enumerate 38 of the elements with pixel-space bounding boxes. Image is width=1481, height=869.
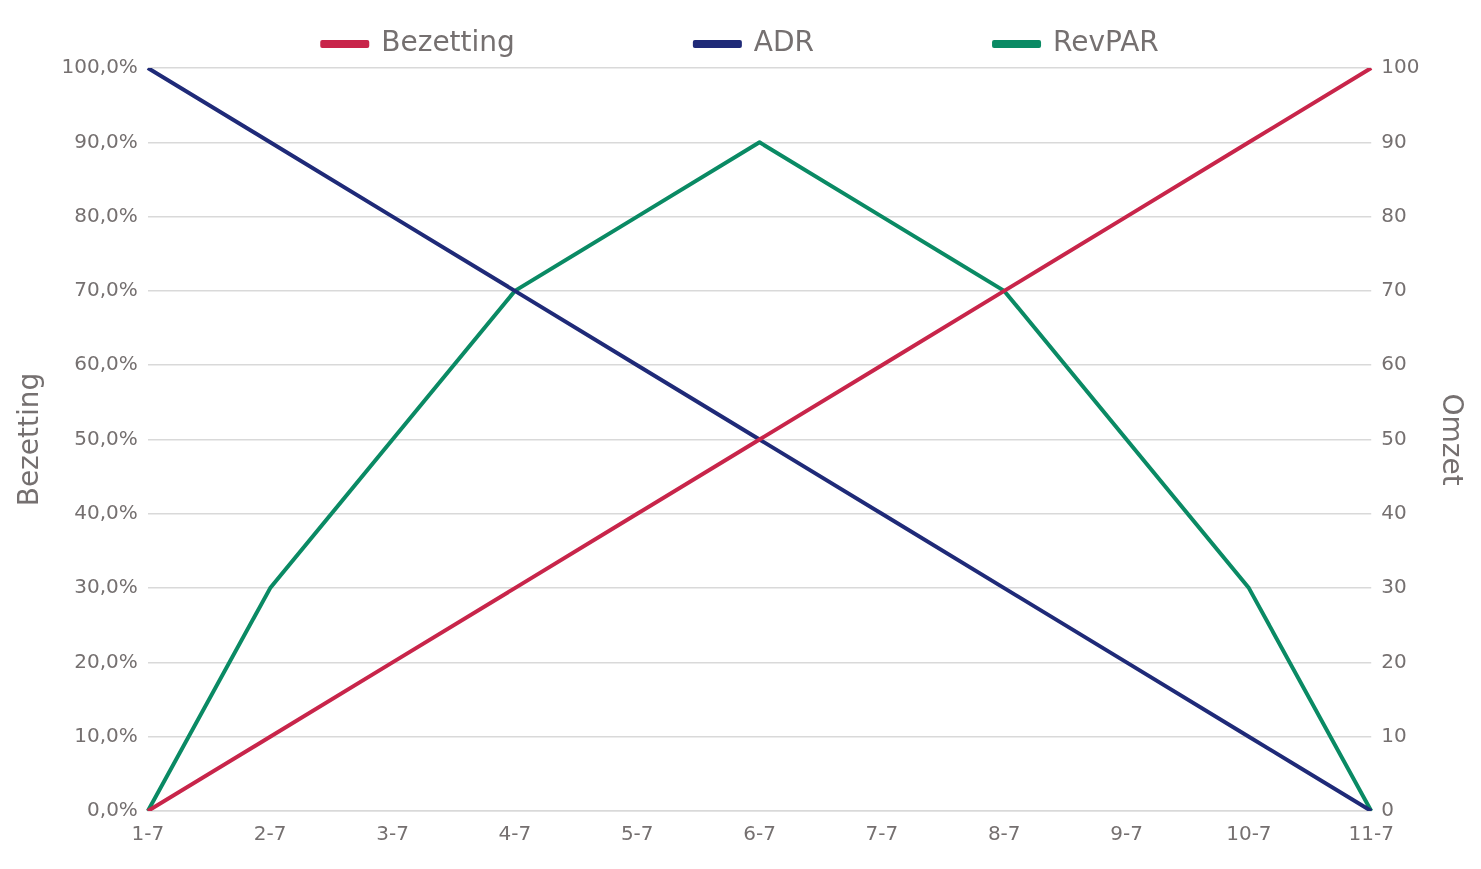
x-tick-label: 4-7: [498, 821, 532, 846]
y2-tick-label: 20: [1381, 648, 1407, 673]
x-tick-label: 10-7: [1226, 821, 1272, 846]
x-tick-label: 3-7: [376, 821, 409, 846]
x-tick-label: 1-7: [131, 821, 165, 846]
x-tick-label: 8-7: [987, 821, 1021, 846]
y-tick-label: 80,0%: [74, 202, 138, 227]
x-tick-label: 7-7: [865, 821, 899, 846]
y2-tick-label: 70: [1381, 277, 1407, 302]
y-tick-label: 40,0%: [74, 500, 138, 524]
y2-tick-label: 80: [1381, 202, 1407, 227]
y-tick-label: 30,0%: [74, 574, 138, 599]
legend-label: RevPAR: [1053, 25, 1159, 59]
y-tick-label: 70,0%: [74, 277, 138, 302]
y-tick-label: 0,0%: [87, 797, 138, 822]
y2-tick-label: 60: [1381, 351, 1407, 376]
y-tick-label: 10,0%: [74, 722, 138, 747]
legend-label: Bezetting: [381, 25, 515, 59]
x-tick-label: 6-7: [743, 821, 776, 846]
y-tick-label: 50,0%: [74, 425, 138, 450]
x-tick-label: 11-7: [1348, 821, 1394, 846]
y2-tick-label: 30: [1381, 574, 1407, 599]
y2-tick-label: 40: [1381, 500, 1407, 524]
x-tick-label: 5-7: [620, 821, 654, 846]
y-tick-label: 20,0%: [74, 648, 138, 673]
y2-tick-label: 10: [1381, 722, 1407, 747]
y2-axis-title: Omzet: [1435, 393, 1469, 486]
y-tick-label: 100,0%: [61, 54, 138, 79]
y-axis-title: Bezetting: [12, 372, 46, 507]
y2-tick-label: 0: [1381, 797, 1394, 822]
x-tick-label: 2-7: [253, 821, 287, 846]
y2-tick-label: 100: [1381, 54, 1420, 79]
y2-tick-label: 90: [1381, 128, 1407, 153]
y2-tick-label: 50: [1381, 425, 1407, 450]
legend-label: ADR: [753, 25, 815, 59]
x-tick-label: 9-7: [1110, 821, 1143, 846]
y-tick-label: 60,0%: [74, 351, 138, 376]
y-tick-label: 90,0%: [74, 128, 138, 153]
